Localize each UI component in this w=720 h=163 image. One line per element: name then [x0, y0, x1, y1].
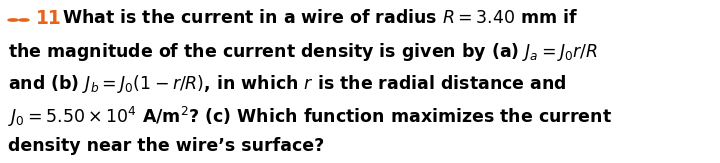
Text: $J_0 = 5.50 \times 10^4$ A/m$^2$? (c) Which function maximizes the current: $J_0 = 5.50 \times 10^4$ A/m$^2$? (c) Wh… [8, 105, 612, 129]
Text: and (b) $J_b = J_0(1 - r/R)$, in which $r$ is the radial distance and: and (b) $J_b = J_0(1 - r/R)$, in which $… [8, 73, 567, 95]
Text: density near the wire’s surface?: density near the wire’s surface? [8, 137, 324, 155]
Text: the magnitude of the current density is given by (a) $J_a = J_0r/R$: the magnitude of the current density is … [8, 41, 598, 63]
Text: 11: 11 [36, 9, 62, 28]
Text: What is the current in a wire of radius $R = 3.40$ mm if: What is the current in a wire of radius … [62, 9, 578, 27]
